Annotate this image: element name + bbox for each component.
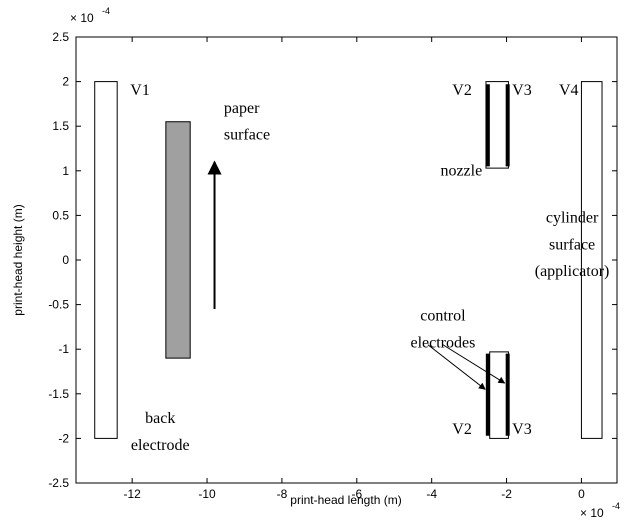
back-electrode [165, 121, 191, 359]
v1-electrode [94, 81, 118, 439]
label-top-v2: V2 [452, 82, 472, 99]
label-cylinder-surface: surface [549, 236, 595, 253]
x-exponent-base: × 10 [580, 506, 604, 520]
label-electrode: electrode [131, 437, 190, 454]
y-tick-label: -2 [58, 431, 69, 445]
label-applicator: (applicator) [535, 263, 610, 280]
y-axis-label: print-head height (m) [11, 204, 25, 315]
label-bottom-v3: V3 [512, 421, 532, 438]
x-tick-label: 0 [578, 487, 585, 501]
label-paper: paper [224, 100, 260, 117]
y-tick-label: 0 [62, 253, 69, 267]
x-tick-label: -10 [198, 487, 216, 501]
y-tick-label: -1 [58, 342, 69, 356]
y-tick-label: 2 [62, 75, 69, 89]
label-electrodes: electrodes [410, 334, 475, 351]
label-control: control [420, 308, 466, 325]
control-arrow-1 [427, 344, 486, 390]
y-tick-label: 0.5 [52, 208, 69, 222]
x-axis-label: print-head length (m) [290, 493, 401, 507]
label-back: back [145, 410, 175, 427]
x-exponent-power: -4 [612, 501, 620, 511]
label-bottom-v2: V2 [452, 421, 472, 438]
y-tick-label: -0.5 [48, 298, 69, 312]
y-tick-label: 1 [62, 164, 69, 178]
label-surface: surface [224, 127, 270, 144]
y-tick-label: -2.5 [48, 476, 69, 490]
y-tick-label: -1.5 [48, 387, 69, 401]
label-top-v3: V3 [512, 82, 532, 99]
bottom-nozzle-box [489, 351, 509, 439]
label-v1: V1 [130, 82, 150, 99]
y-tick-label: 1.5 [52, 119, 69, 133]
label-nozzle: nozzle [440, 162, 482, 179]
y-exponent-power: -4 [102, 6, 110, 16]
x-tick-label: -4 [426, 487, 437, 501]
label-cylinder: cylinder [546, 210, 599, 227]
x-tick-label: -8 [277, 487, 288, 501]
y-tick-label: 2.5 [52, 30, 69, 44]
label-v4: V4 [559, 82, 579, 99]
x-tick-label: -2 [501, 487, 512, 501]
x-tick-label: -12 [123, 487, 141, 501]
control-arrow-2 [442, 344, 506, 384]
cylinder-surface [580, 81, 603, 439]
x-tick-label: -6 [351, 487, 362, 501]
y-exponent-base: × 10 [70, 11, 94, 25]
